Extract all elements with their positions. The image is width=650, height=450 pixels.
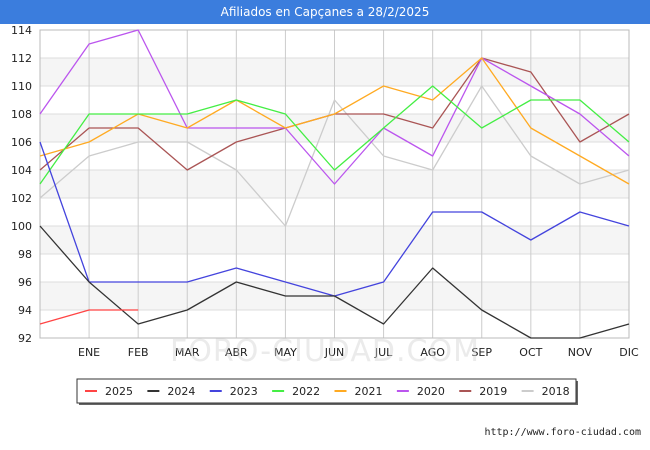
x-tick-label: JUN: [324, 346, 345, 359]
y-tick-label: 92: [18, 332, 32, 345]
x-tick-label: ENE: [78, 346, 100, 359]
legend: [76, 378, 577, 404]
x-tick-label: AGO: [420, 346, 445, 359]
y-tick-label: 104: [11, 164, 32, 177]
chart-title: Afiliados en Capçanes a 28/2/2025: [0, 0, 650, 24]
y-tick-label: 100: [11, 220, 32, 233]
y-tick-label: 94: [18, 304, 32, 317]
x-tick-label: OCT: [519, 346, 542, 359]
x-tick-label: SEP: [471, 346, 492, 359]
legend-label: 2018: [542, 385, 570, 398]
x-tick-label: JUL: [374, 346, 393, 359]
legend-label: 2020: [417, 385, 445, 398]
x-tick-label: FEB: [128, 346, 149, 359]
legend-label: 2024: [167, 385, 195, 398]
legend-label: 2019: [479, 385, 507, 398]
x-tick-label: NOV: [568, 346, 593, 359]
source-url: http://www.foro-ciudad.com: [484, 427, 641, 438]
y-tick-label: 102: [11, 192, 32, 205]
series-line-2022: [39, 85, 630, 185]
series-line-2018: [39, 85, 630, 227]
legend-label: 2025: [105, 385, 133, 398]
legend-label: 2023: [230, 385, 258, 398]
series-line-2024: [39, 225, 630, 339]
x-tick-label: MAY: [274, 346, 297, 359]
series-group: [39, 29, 630, 339]
x-tick-label: ABR: [225, 346, 248, 359]
series-line-2025: [39, 309, 139, 325]
x-tick-label: MAR: [175, 346, 200, 359]
x-tick-label: DIC: [619, 346, 639, 359]
y-tick-label: 110: [11, 80, 32, 93]
y-tick-label: 106: [11, 136, 32, 149]
y-tick-label: 108: [11, 108, 32, 121]
y-tick-label: 98: [18, 248, 32, 261]
y-tick-label: 96: [18, 276, 32, 289]
legend-label: 2021: [355, 385, 383, 398]
y-tick-label: 112: [11, 52, 32, 65]
legend-label: 2022: [292, 385, 320, 398]
y-tick-label: 114: [11, 24, 32, 37]
watermark: FORO-CIUDAD.COM: [170, 334, 480, 369]
series-line-2020: [39, 29, 630, 185]
